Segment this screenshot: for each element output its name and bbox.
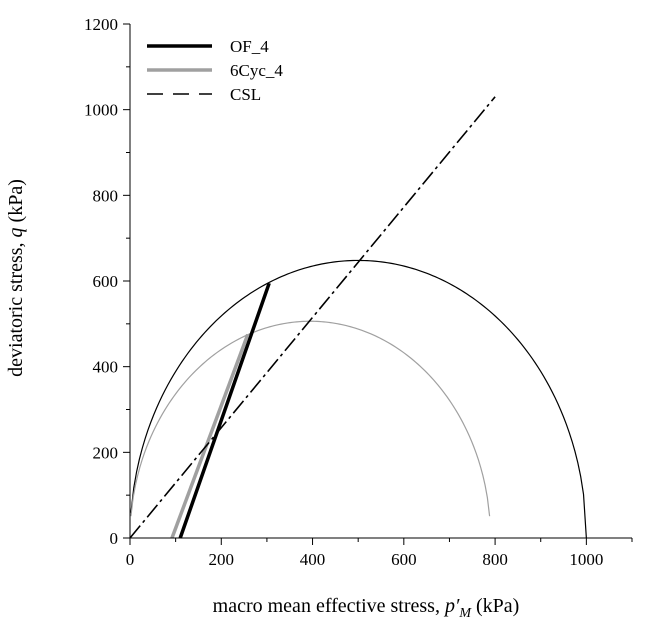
y-tick-label: 800	[93, 186, 119, 205]
y-tick-label: 0	[110, 529, 119, 548]
x-tick-label: 0	[126, 550, 135, 569]
x-tick-label: 800	[482, 550, 508, 569]
legend-label: CSL	[230, 85, 261, 104]
y-axis-title-unit: (kPa)	[5, 179, 27, 227]
x-axis-title-sub: M	[458, 606, 472, 621]
y-tick-label: 1000	[84, 101, 118, 120]
y-axis-title-var: q	[5, 227, 27, 237]
plot-area	[129, 96, 587, 539]
y-axis-title: deviatoric stress, q (kPa)	[5, 179, 27, 377]
x-tick-label: 1000	[569, 550, 603, 569]
x-axis-title-var: p′	[443, 595, 460, 617]
axes: 0 200 400 600 800 1000 1200 0 200 400 600 800 1000	[84, 15, 633, 569]
y-tick-label: 1200	[84, 15, 118, 34]
series-line-csl	[129, 96, 496, 539]
series-line-of-4	[178, 282, 271, 539]
y-tick-label: 200	[93, 443, 119, 462]
x-tick-label: 400	[300, 550, 326, 569]
y-tick-label: 400	[93, 358, 119, 377]
x-tick-label: 200	[209, 550, 235, 569]
y-tick-label: 600	[93, 272, 119, 291]
x-tick-label: 600	[391, 550, 417, 569]
x-axis-title: macro mean effective stress, p′M (kPa)	[213, 595, 520, 621]
y-axis-title-main: deviatoric stress,	[5, 237, 27, 376]
series-line-6cyc-4	[170, 333, 250, 539]
x-axis-title-unit: (kPa)	[471, 595, 519, 617]
yield-surface-2	[130, 320, 491, 517]
legend-label: OF_4	[230, 37, 269, 56]
x-axis-title-main: macro mean effective stress,	[213, 595, 445, 617]
yield-surface-1	[130, 259, 587, 539]
legend: OF_4 6Cyc_4 CSL	[147, 37, 283, 104]
legend-label: 6Cyc_4	[230, 61, 283, 80]
